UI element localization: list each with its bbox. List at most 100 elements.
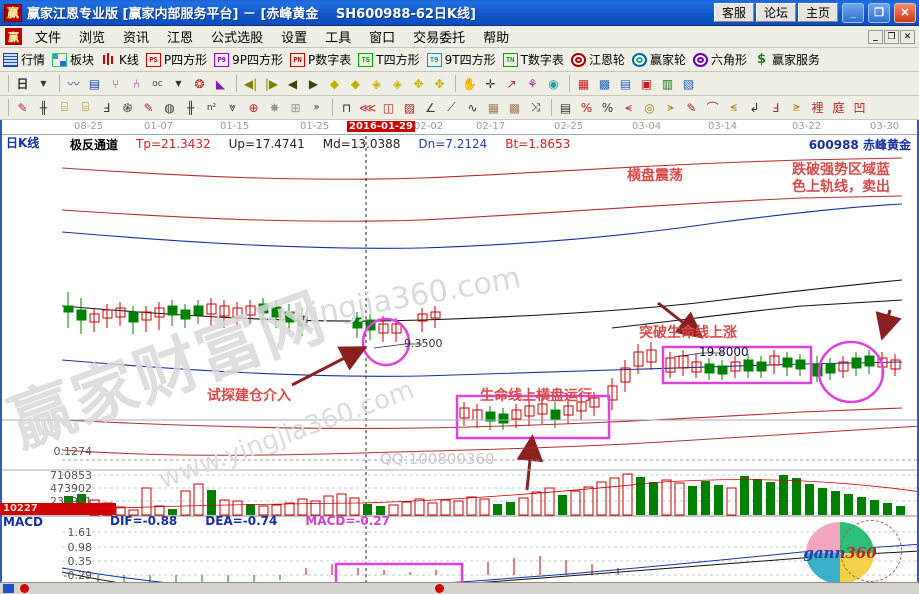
zigzag-icon[interactable]: ∿ — [467, 100, 478, 115]
target-icon[interactable]: ❂ — [194, 76, 205, 91]
arc-red-icon[interactable]: ⌒ — [706, 101, 719, 115]
right-diamond-icon[interactable]: ◆ — [350, 76, 361, 91]
calendar-day-icon[interactable]: 日 — [16, 77, 29, 91]
wave-icon[interactable]: 〰 — [67, 77, 80, 91]
n2-icon[interactable]: n² — [206, 102, 217, 113]
more-icon[interactable]: » — [313, 102, 320, 113]
menu-item-browse[interactable]: 浏览 — [79, 31, 106, 46]
last-page-icon[interactable]: |▶ — [264, 76, 279, 91]
next-icon[interactable]: ▶ — [308, 76, 319, 91]
fabric-icon[interactable]: 裡 — [811, 101, 824, 115]
spiral-icon[interactable]: ֍ — [122, 101, 133, 115]
menu-item-formula-screen[interactable]: 公式选股 — [211, 31, 264, 46]
starburst-icon[interactable]: ✸ — [269, 100, 280, 115]
red-spiral-icon[interactable]: ◫ — [382, 100, 395, 115]
pen-icon[interactable]: ✎ — [17, 100, 28, 115]
pointer-path-icon[interactable]: ↗ — [506, 76, 517, 91]
grid-lines-icon[interactable]: ╫ — [186, 100, 195, 115]
home-button[interactable]: 主页 — [798, 3, 838, 22]
gold-circle-icon[interactable]: ◎ — [644, 100, 655, 115]
percent-icon[interactable]: % — [601, 100, 614, 115]
oc-icon[interactable]: oc — [152, 78, 163, 89]
frame-icon[interactable]: 庭 — [832, 101, 845, 115]
zoom-in-icon[interactable]: ✥ — [413, 76, 424, 91]
print-icon[interactable]: ▧ — [682, 76, 695, 91]
red-grid-icon[interactable]: ▨ — [403, 100, 416, 115]
chart-area[interactable]: 08-25 01-07 01-15 01-25 2016-01-29 02-02… — [0, 120, 919, 582]
gann-fan-gold2-icon[interactable]: ⌸ — [81, 100, 90, 114]
hand-icon[interactable]: ✋ — [462, 76, 477, 91]
red-fan-icon[interactable]: ⋘ — [358, 100, 377, 115]
tab-quotes[interactable]: 行情 — [3, 51, 45, 68]
calculator-icon[interactable]: ▩ — [598, 76, 611, 91]
close-icon[interactable]: ✕ — [894, 2, 916, 23]
gold-bar-icon[interactable]: ⪬ — [730, 100, 737, 114]
menu-item-gann[interactable]: 江恩 — [167, 31, 194, 46]
web-icon[interactable]: ⊞ — [290, 100, 301, 115]
spectrum-icon[interactable]: ◣ — [215, 76, 226, 91]
gold-fan-icon[interactable]: ⪭ — [793, 100, 800, 114]
rect-frame-icon[interactable]: ⊓ — [341, 100, 352, 115]
pen-gold-icon[interactable]: ✎ — [686, 100, 697, 115]
dropdown-arrow-icon[interactable]: ▼ — [175, 79, 182, 88]
mdi-minimize-icon[interactable]: _ — [868, 29, 883, 44]
menu-item-file[interactable]: 文件 — [35, 31, 62, 46]
tab-gann-wheel[interactable]: 江恩轮 — [570, 51, 625, 68]
tab-p-number-table[interactable]: PN P数字表 — [290, 51, 351, 68]
maximize-icon[interactable]: ❐ — [868, 2, 890, 23]
angle-w-icon[interactable]: 凹 — [853, 101, 866, 115]
kline9-icon[interactable]: ⑃ — [132, 76, 141, 91]
save-icon[interactable]: ▣ — [640, 76, 653, 91]
brain-icon[interactable]: ◉ — [548, 76, 559, 91]
percent-line-icon[interactable]: ⪪ — [625, 100, 632, 114]
mdi-restore-icon[interactable]: ❐ — [884, 29, 899, 44]
menu-item-help[interactable]: 帮助 — [483, 31, 510, 46]
service-button[interactable]: 客服 — [714, 3, 754, 22]
left-diamond-icon[interactable]: ◆ — [329, 76, 340, 91]
fib-f-icon[interactable]: Ⅎ — [103, 100, 110, 115]
notes-icon[interactable]: ▤ — [619, 76, 632, 91]
tab-9t-square[interactable]: T9 9T四方形 — [426, 51, 496, 68]
tab-t-number-table[interactable]: TN T数字表 — [502, 51, 564, 68]
mdi-close-icon[interactable]: ✕ — [900, 29, 915, 44]
tab-hexagon[interactable]: 六角形 — [692, 51, 747, 68]
gann-fan-gold-icon[interactable]: ⌸ — [60, 100, 69, 114]
tab-winner-service[interactable]: $ 赢家服务 — [754, 51, 820, 68]
pen-red-icon[interactable]: ✎ — [143, 100, 154, 115]
circle-cycle-icon[interactable]: ◍ — [164, 100, 175, 115]
menu-item-trade[interactable]: 交易委托 — [413, 31, 466, 46]
angle-icon[interactable]: ∠ — [425, 100, 436, 115]
menu-item-settings[interactable]: 设置 — [281, 31, 308, 46]
menu-item-news[interactable]: 资讯 — [123, 31, 150, 46]
percent-red-icon[interactable]: % — [580, 100, 593, 115]
slope-icon[interactable]: ⟋ — [447, 100, 456, 114]
tab-kline[interactable]: K线 — [101, 51, 139, 68]
tab-p-square[interactable]: PS P四方形 — [145, 51, 207, 68]
arrows-icon[interactable]: ⤨ — [530, 100, 541, 114]
grid-square-icon[interactable]: ▦ — [487, 100, 500, 115]
tab-t-square[interactable]: TS T四方形 — [358, 51, 420, 68]
first-page-icon[interactable]: ◀| — [243, 76, 258, 91]
calendar-21-icon[interactable]: ▦ — [577, 76, 590, 91]
copy-icon[interactable]: ▥ — [661, 76, 674, 91]
dropdown-arrow-icon[interactable]: ▼ — [40, 79, 47, 88]
crosshair-target-icon[interactable]: ⊕ — [248, 100, 259, 115]
h-compress-icon[interactable]: ◈ — [392, 76, 403, 91]
tab-9p-square[interactable]: P9 9P四方形 — [214, 51, 283, 68]
kline3-icon[interactable]: ⑂ — [111, 76, 120, 91]
menu-item-tools[interactable]: 工具 — [325, 31, 352, 46]
forum-button[interactable]: 论坛 — [756, 3, 796, 22]
fan-lines-icon[interactable]: ╫ — [39, 100, 48, 115]
gold-line-icon[interactable]: ⪫ — [667, 100, 674, 114]
menu-item-window[interactable]: 窗口 — [369, 31, 396, 46]
grid-dense-icon[interactable]: ▩ — [508, 100, 521, 115]
tab-sectors[interactable]: 板块 — [52, 51, 94, 68]
document-icon[interactable]: ▤ — [88, 76, 101, 91]
tab-winner-wheel[interactable]: 赢家轮 — [631, 51, 686, 68]
h-expand-icon[interactable]: ◈ — [371, 76, 382, 91]
minimize-icon[interactable]: _ — [842, 2, 864, 23]
prev-icon[interactable]: ◀ — [287, 76, 298, 91]
flower-icon[interactable]: ⚘ — [527, 76, 538, 91]
zoom-out-icon[interactable]: ✥ — [434, 76, 445, 91]
angle-a-icon[interactable]: ⩔ — [229, 100, 236, 114]
